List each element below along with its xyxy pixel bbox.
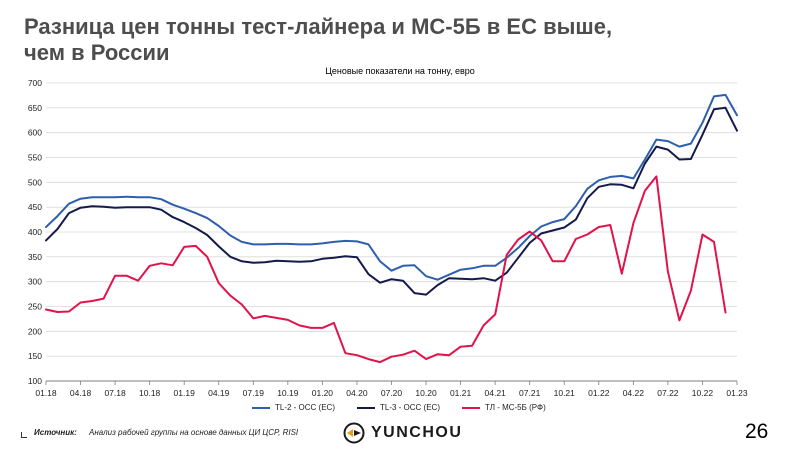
company-logo: YUNCHOU	[342, 422, 462, 444]
legend-swatch-tl3	[357, 406, 375, 409]
y-tick-label: 550	[28, 153, 42, 163]
x-tick-label: 07.22	[657, 388, 679, 398]
y-tick-label: 250	[28, 302, 42, 312]
y-tick-label: 650	[28, 103, 42, 113]
slide-title: Разница цен тонны тест-лайнера и МС-5Б в…	[24, 14, 613, 65]
x-tick-label: 04.18	[70, 388, 92, 398]
x-tick-label: 07.20	[381, 388, 403, 398]
legend-item-tl-ms5b: ТЛ - МС-5Б (РФ)	[462, 403, 546, 412]
y-tick-label: 100	[28, 376, 42, 386]
x-tick-label: 04.20	[346, 388, 368, 398]
x-tick-label: 07.18	[104, 388, 126, 398]
x-tick-label: 10.22	[692, 388, 714, 398]
logo-mark-icon	[343, 422, 365, 444]
y-tick-label: 300	[28, 277, 42, 287]
page-number: 26	[745, 420, 769, 443]
x-tick-label: 10.21	[554, 388, 576, 398]
x-tick-label: 01.23	[726, 388, 748, 398]
legend-label-tl-ms5b: ТЛ - МС-5Б (РФ)	[485, 403, 546, 412]
legend-label-tl2: TL-2 - OCC (EC)	[275, 403, 335, 412]
chart-legend: TL-2 - OCC (EC) TL-3 - OCC (EC) ТЛ - МС-…	[252, 403, 546, 412]
y-tick-label: 150	[28, 351, 42, 361]
legend-item-tl2: TL-2 - OCC (EC)	[252, 403, 335, 412]
source-note: Источник: Анализ рабочей группы на основ…	[34, 428, 298, 437]
x-tick-label: 07.21	[519, 388, 541, 398]
corner-mark	[21, 432, 27, 438]
series-line-1	[45, 106, 738, 296]
x-tick-label: 01.18	[35, 388, 57, 398]
y-tick-label: 450	[28, 202, 42, 212]
y-tick-label: 400	[28, 227, 42, 237]
x-tick-label: 04.21	[485, 388, 507, 398]
y-tick-label: 700	[28, 78, 42, 88]
series-line-2	[45, 175, 727, 364]
x-tick-label: 04.19	[208, 388, 230, 398]
source-text: Анализ рабочей группы на основе данных Ц…	[89, 428, 299, 437]
x-tick-label: 04.22	[623, 388, 645, 398]
legend-label-tl3: TL-3 - OCC (EC)	[380, 403, 440, 412]
logo-text: YUNCHOU	[371, 424, 463, 441]
source-label: Источник:	[34, 428, 77, 437]
chart-title: Ценовые показатели на тонну, евро	[325, 66, 475, 76]
x-tick-label: 10.18	[139, 388, 161, 398]
x-tick-label: 01.21	[450, 388, 472, 398]
legend-item-tl3: TL-3 - OCC (EC)	[357, 403, 440, 412]
series-line-0	[45, 93, 738, 281]
x-tick-label: 07.19	[243, 388, 265, 398]
y-tick-label: 350	[28, 252, 42, 262]
x-tick-label: 01.22	[588, 388, 610, 398]
x-tick-label: 01.19	[174, 388, 196, 398]
x-tick-label: 10.19	[277, 388, 299, 398]
x-tick-label: 10.20	[415, 388, 437, 398]
legend-swatch-tl-ms5b	[462, 406, 480, 409]
y-tick-label: 500	[28, 177, 42, 187]
y-tick-label: 200	[28, 326, 42, 336]
y-tick-label: 600	[28, 128, 42, 138]
x-tick-label: 01.20	[312, 388, 334, 398]
legend-swatch-tl2	[252, 406, 270, 409]
